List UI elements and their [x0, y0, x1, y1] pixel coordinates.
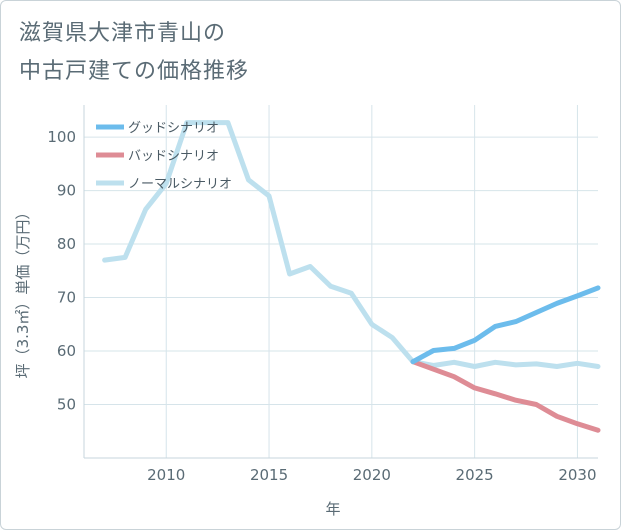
y-axis-label: 坪（3.3㎡）単価（万円）: [14, 205, 32, 379]
x-axis-label: 年: [325, 500, 340, 518]
y-tick-label: 70: [57, 289, 76, 307]
y-tick-label: 80: [57, 235, 76, 253]
legend-label-bad: バッドシナリオ: [128, 149, 219, 164]
axis-ticks: 2010 2015 2020 2025 2030 50 60 70 80 90 100: [47, 128, 596, 484]
series-line-normal: [102, 120, 601, 369]
chart-title: 滋賀県大津市青山の 中古戸建ての価格推移: [19, 15, 249, 91]
series-line-good: [410, 285, 601, 365]
x-tick-label: 2020: [353, 466, 391, 484]
chart-title-line-2: 中古戸建ての価格推移: [19, 59, 250, 84]
y-tick-label: 90: [57, 182, 76, 200]
x-tick-label: 2025: [456, 466, 494, 484]
y-tick-label: 100: [47, 128, 76, 146]
y-tick-label: 50: [57, 396, 76, 414]
legend-label-normal: ノーマルシナリオ: [128, 177, 232, 192]
x-tick-label: 2030: [558, 466, 596, 484]
grid-lines: [83, 105, 598, 459]
x-tick-label: 2015: [250, 466, 288, 484]
series-lines: [102, 120, 601, 433]
x-tick-label: 2010: [147, 466, 185, 484]
series-line-bad: [410, 359, 601, 433]
legend-label-good: グッドシナリオ: [128, 121, 219, 136]
chart-title-line-1: 滋賀県大津市青山の: [19, 21, 227, 46]
y-tick-label: 60: [57, 342, 76, 360]
